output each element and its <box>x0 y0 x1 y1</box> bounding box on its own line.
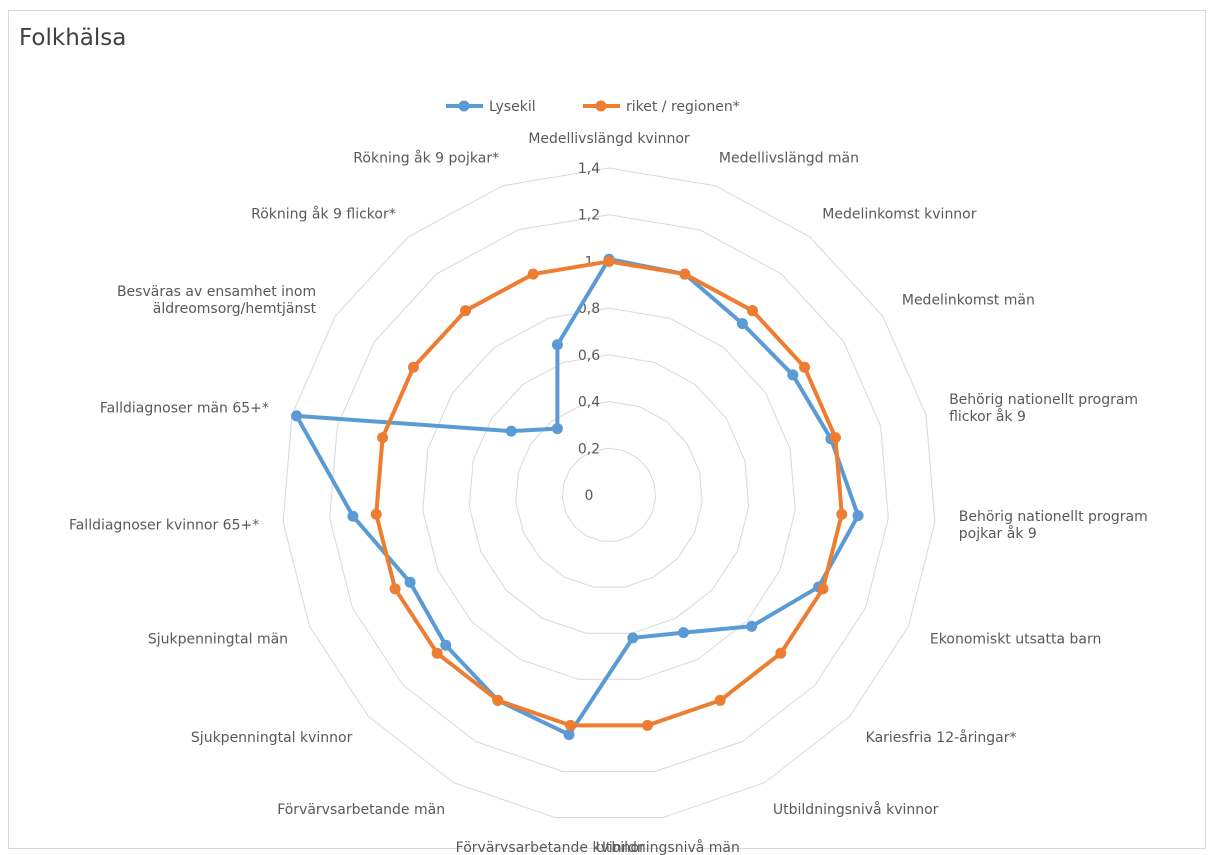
category-label-line: Medellivslängd kvinnor <box>528 131 690 147</box>
tick-label: 1,4 <box>578 161 600 177</box>
category-label: Utbildningsnivå män <box>596 839 740 855</box>
legend-label: riket / regionen* <box>626 99 740 115</box>
series-1-point <box>627 632 639 644</box>
category-label-line: Medellivslängd män <box>719 150 859 166</box>
grid-ring <box>282 167 936 819</box>
category-label-line: Falldiagnoser män 65+* <box>100 400 269 416</box>
category-label: Falldiagnoser män 65+* <box>100 400 269 416</box>
series-2-point <box>799 361 811 373</box>
series-2-point <box>431 647 443 659</box>
series-1-point <box>563 729 575 741</box>
tick-label: 0,6 <box>578 348 600 364</box>
series-2-point <box>603 255 615 267</box>
category-label-line: flickor åk 9 <box>949 408 1026 425</box>
category-label: Falldiagnoser kvinnor 65+* <box>69 517 259 533</box>
category-label: Behörig nationellt program pojkar åk 9 <box>959 509 1148 542</box>
grid-ring <box>561 447 657 542</box>
series-1-point <box>551 339 563 351</box>
chart-area: Folkhälsa <box>8 10 1206 849</box>
series-2-point <box>775 647 787 659</box>
category-label-line: Rökning åk 9 flickor* <box>251 205 396 222</box>
series-1-point <box>291 410 303 422</box>
category-label: Medelinkomst kvinnor <box>822 206 976 222</box>
category-label-line: Sjukpenningtal kvinnor <box>191 730 353 746</box>
category-label-line: äldreomsorg/hemtjänst <box>153 301 317 317</box>
category-label: Sjukpenningtal kvinnor <box>191 730 353 746</box>
legend-marker <box>595 100 607 112</box>
series-1-point <box>677 627 689 639</box>
category-label-line: Förvärvsarbetande män <box>277 802 445 818</box>
series-2-point <box>492 694 504 706</box>
category-label-line: Utbildningsnivå kvinnor <box>773 801 939 818</box>
category-label: Medelinkomst män <box>902 293 1035 309</box>
series-line-2 <box>374 259 844 728</box>
category-label: Kariesfria 12-åringar* <box>866 729 1017 746</box>
series-1-point <box>440 639 452 651</box>
category-label: Behörig nationellt program flickor åk 9 <box>949 392 1138 425</box>
series-2-point <box>407 361 419 373</box>
chart-title: Folkhälsa <box>19 25 127 51</box>
series-2-point <box>641 719 653 731</box>
series-1-point <box>505 425 517 437</box>
series-1-point <box>347 510 359 522</box>
series-2-point <box>377 432 389 444</box>
grid-ring <box>329 214 889 772</box>
category-label-line: Förvärvsarbetande kvinnor <box>456 840 645 855</box>
category-label: Sjukpenningtal män <box>148 631 288 647</box>
category-label-line: Medelinkomst män <box>902 293 1035 309</box>
category-label-line: Medelinkomst kvinnor <box>822 206 976 222</box>
category-label: Förvärvsarbetande män <box>277 802 445 818</box>
category-label: Utbildningsnivå kvinnor <box>773 801 939 818</box>
category-label-line: Falldiagnoser kvinnor 65+* <box>69 517 259 533</box>
grid-ring <box>422 307 796 680</box>
series-2-point <box>714 694 726 706</box>
series-line-1 <box>294 257 861 737</box>
legend-label: Lysekil <box>489 99 536 115</box>
series-2-point <box>389 583 401 595</box>
category-label-line: Behörig nationellt program <box>959 509 1148 525</box>
grid-ring <box>468 354 750 634</box>
legend-marker <box>458 100 470 112</box>
series-2-point <box>829 432 841 444</box>
category-label-line: Behörig nationellt program <box>949 392 1138 408</box>
tick-label: 0,2 <box>578 441 600 457</box>
series-1-point <box>736 318 748 330</box>
series-2-point <box>565 719 577 731</box>
category-label-line: Ekonomiskt utsatta barn <box>930 631 1101 647</box>
category-label-line: Utbildningsnivå män <box>596 839 740 855</box>
series-1-point <box>787 369 799 381</box>
series-2-point <box>679 268 691 280</box>
series-2-point <box>370 508 382 520</box>
series-1-point <box>404 576 416 588</box>
tick-label: 1 <box>585 254 594 270</box>
category-label: Förvärvsarbetande kvinnor <box>456 840 645 855</box>
category-label-line: Besväras av ensamhet inom <box>117 284 316 300</box>
category-label-line: Kariesfria 12-åringar* <box>866 729 1017 746</box>
category-label: Ekonomiskt utsatta barn <box>930 631 1101 647</box>
grid-ring <box>515 401 703 588</box>
tick-label: 0,4 <box>578 395 600 411</box>
category-label-line: Rökning åk 9 pojkar* <box>353 149 499 166</box>
series-2-point <box>527 268 539 280</box>
category-label: Medellivslängd kvinnor <box>528 131 690 147</box>
series-1-point <box>852 510 864 522</box>
series-1-point <box>551 423 563 435</box>
series-2-point <box>746 305 758 317</box>
series-2-point <box>836 508 848 520</box>
series-1-point <box>746 620 758 632</box>
category-label-line: Sjukpenningtal män <box>148 631 288 647</box>
category-label-line: pojkar åk 9 <box>959 525 1037 542</box>
series-2-point <box>817 583 829 595</box>
series-2-point <box>460 305 472 317</box>
category-label: Medellivslängd män <box>719 150 859 166</box>
category-label: Besväras av ensamhet inom äldreomsorg/hem… <box>117 284 317 317</box>
category-label: Rökning åk 9 flickor* <box>251 205 396 222</box>
tick-label: 0 <box>585 488 594 504</box>
tick-label: 1,2 <box>578 208 600 224</box>
category-label: Rökning åk 9 pojkar* <box>353 149 499 166</box>
